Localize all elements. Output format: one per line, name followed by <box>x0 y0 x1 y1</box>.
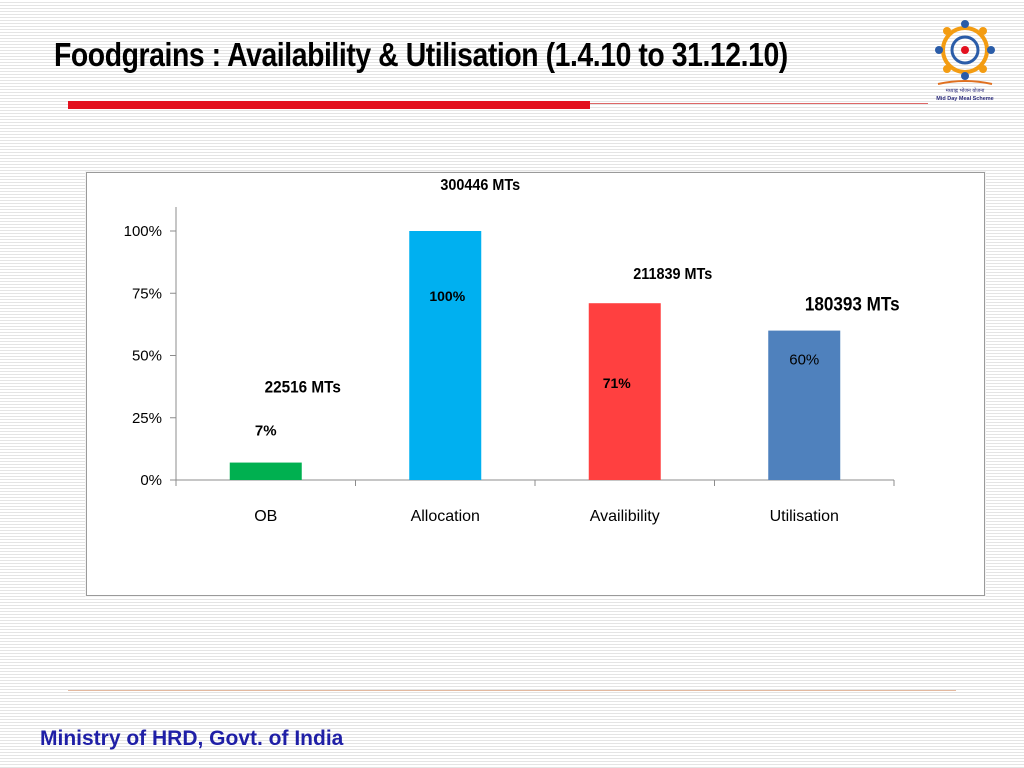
bar-allocation <box>409 231 482 480</box>
bar-ob <box>229 462 302 480</box>
x-tick-label: Utilisation <box>770 508 839 525</box>
slide-title: Foodgrains : Availability & Utilisation … <box>54 36 788 73</box>
quantity-label: 300446 MTs <box>440 176 520 194</box>
title-underline-red <box>68 101 590 109</box>
logo-ring-icon <box>935 20 995 80</box>
bar-availibility <box>588 303 661 480</box>
quantity-label: 180393 MTs <box>805 294 900 315</box>
bar-utilisation <box>768 330 841 480</box>
data-label: 100% <box>429 288 465 304</box>
title-underline-thin <box>590 103 928 104</box>
mid-day-meal-logo: मध्याह्न भोजन योजना Mid Day Meal Scheme <box>935 20 995 102</box>
quantity-label: 22516 MTs <box>265 378 341 397</box>
bar-chart: 0% 25% 50% 75% 100% OB 7% 22516 MTs Allocation 10… <box>124 176 900 525</box>
y-tick-label: 100% <box>124 223 162 240</box>
footer-rule <box>68 690 956 691</box>
logo-hindi-text: मध्याह्न भोजन योजना <box>946 87 985 94</box>
chart-container: 0% 25% 50% 75% 100% OB 7% 22516 MTs Allocation 10… <box>86 172 985 596</box>
data-label: 60% <box>789 352 819 369</box>
x-tick-label: Allocation <box>411 508 480 525</box>
logo-english-text: Mid Day Meal Scheme <box>936 96 993 102</box>
x-tick-label: Availibility <box>590 508 660 525</box>
data-label: 71% <box>603 375 632 391</box>
data-label: 7% <box>255 423 277 440</box>
y-tick-label: 25% <box>132 410 162 427</box>
x-tick-label: OB <box>254 508 277 525</box>
quantity-label: 211839 MTs <box>633 266 712 284</box>
footer-text: Ministry of HRD, Govt. of India <box>40 727 344 750</box>
y-tick-label: 0% <box>140 472 162 489</box>
y-tick-label: 50% <box>132 348 162 365</box>
y-tick-label: 75% <box>132 285 162 302</box>
